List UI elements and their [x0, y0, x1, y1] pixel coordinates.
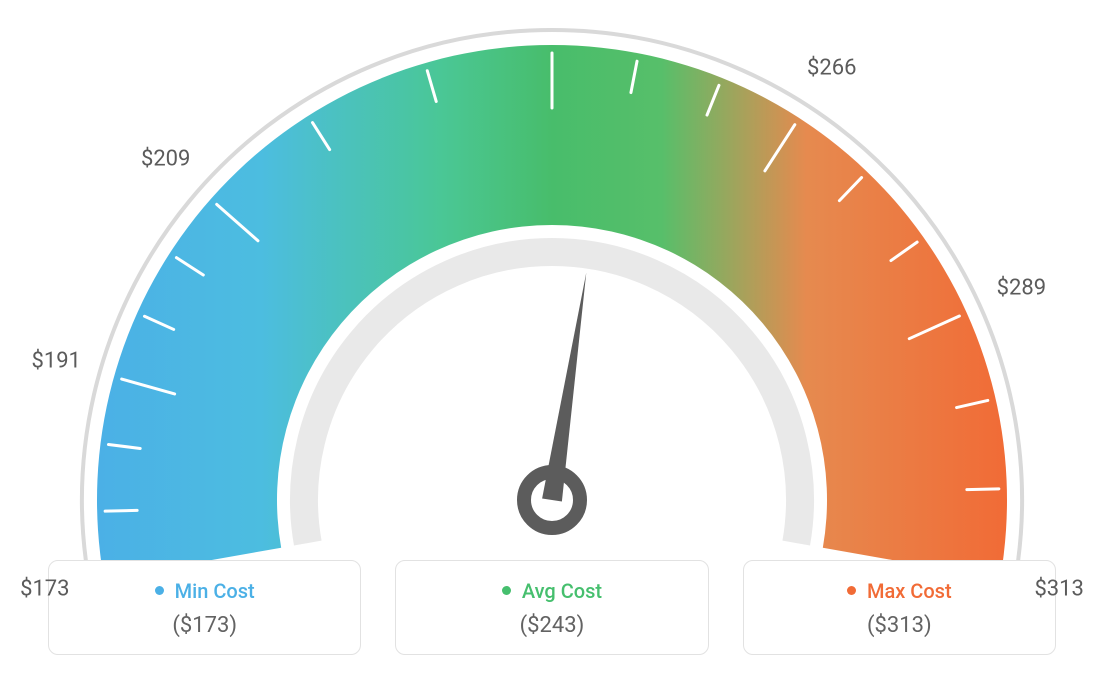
gauge-chart: $173$191$209$243$266$289$313 — [0, 0, 1104, 560]
legend-value-min: ($173) — [59, 613, 350, 638]
legend-label: Avg Cost — [522, 579, 602, 603]
legend-label: Max Cost — [867, 579, 952, 603]
legend-row: Min Cost ($173) Avg Cost ($243) Max Cost… — [0, 560, 1104, 655]
dot-icon — [155, 586, 164, 595]
legend-card-min: Min Cost ($173) — [48, 560, 361, 655]
legend-title-min: Min Cost — [59, 579, 350, 603]
legend-title-avg: Avg Cost — [406, 579, 697, 603]
gauge-tick-label: $173 — [20, 577, 69, 602]
dot-icon — [847, 586, 856, 595]
gauge-tick-label: $313 — [1034, 577, 1083, 602]
gauge-svg — [0, 0, 1104, 560]
legend-value-avg: ($243) — [406, 613, 697, 638]
gauge-tick-label: $266 — [807, 55, 856, 80]
legend-label: Min Cost — [175, 579, 255, 603]
dot-icon — [502, 586, 511, 595]
legend-card-avg: Avg Cost ($243) — [395, 560, 708, 655]
gauge-tick-label: $209 — [141, 147, 190, 172]
legend-value-max: ($313) — [754, 613, 1045, 638]
gauge-tick-label: $191 — [31, 348, 80, 373]
legend-title-max: Max Cost — [754, 579, 1045, 603]
gauge-tick-label: $289 — [997, 276, 1046, 301]
legend-card-max: Max Cost ($313) — [743, 560, 1056, 655]
